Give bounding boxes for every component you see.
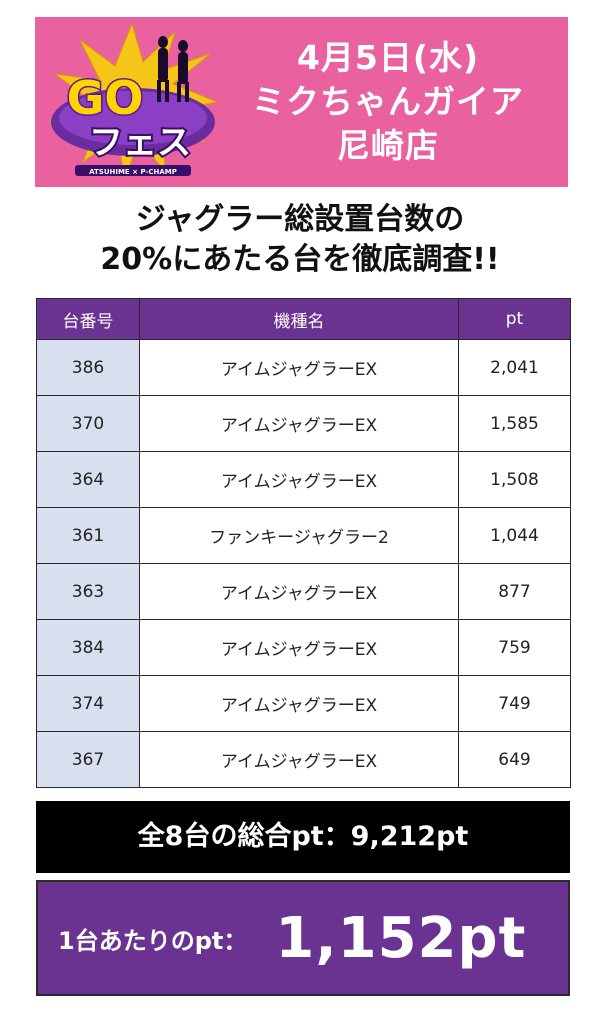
table-row: 386 アイムジャグラーEX 2,041 [36,339,571,396]
logo-tagline: ATSUHIME × P-CHAMP [89,168,177,176]
results-table: 台番号 機種名 pt 386 アイムジャグラーEX 2,041 370 アイムジ… [36,298,571,788]
table-row: 361 ファンキージャグラー2 1,044 [36,507,571,564]
per-machine-banner: 1台あたりのpt： 1,152pt [36,880,570,996]
machine-name-cell: アイムジャグラーEX [139,339,459,396]
pt-cell: 2,041 [458,339,571,396]
headline-line2: 20%にあたる台を徹底調査!! [100,242,500,277]
store-name-line2: 尼崎店 [337,126,439,165]
machine-number-cell: 374 [36,675,140,732]
logo-go-text: GO [67,71,144,125]
pt-cell: 1,585 [458,395,571,452]
go-fes-logo: GO フェス ATSUHIME × P-CHAMP [45,22,220,182]
total-pt-banner: 全8台の総合pt：9,212pt [36,801,570,873]
table-row: 363 アイムジャグラーEX 877 [36,563,571,620]
header-info: 4月5日(水) ミクちゃんガイア 尼崎店 [220,36,556,168]
machine-name-cell: アイムジャグラーEX [139,451,459,508]
machine-number-cell: 361 [36,507,140,564]
table-row: 384 アイムジャグラーEX 759 [36,619,571,676]
table-row: 374 アイムジャグラーEX 749 [36,675,571,732]
pt-cell: 649 [458,731,571,788]
column-header-pt: pt [458,298,571,340]
machine-name-cell: アイムジャグラーEX [139,675,459,732]
store-name-line1: ミクちゃんガイア [252,82,524,121]
machine-name-cell: ファンキージャグラー2 [139,507,459,564]
machine-number-cell: 367 [36,731,140,788]
pt-cell: 1,044 [458,507,571,564]
table-row: 364 アイムジャグラーEX 1,508 [36,451,571,508]
pt-cell: 877 [458,563,571,620]
event-date: 4月5日(水) [296,38,480,77]
machine-number-cell: 363 [36,563,140,620]
machine-number-cell: 386 [36,339,140,396]
headline-line1: ジャグラー総設置台数の [135,202,465,237]
pt-cell: 749 [458,675,571,732]
machine-name-cell: アイムジャグラーEX [139,619,459,676]
machine-number-cell: 364 [36,451,140,508]
machine-name-cell: アイムジャグラーEX [139,395,459,452]
machine-number-cell: 384 [36,619,140,676]
machine-number-cell: 370 [36,395,140,452]
logo-fes-text: フェス [89,123,191,163]
header-banner: GO フェス ATSUHIME × P-CHAMP 4月5日(水) ミクちゃんガ… [35,17,568,187]
per-machine-label: 1台あたりのpt： [58,926,248,955]
machine-name-cell: アイムジャグラーEX [139,563,459,620]
column-header-machine-number: 台番号 [36,298,140,340]
table-row: 370 アイムジャグラーEX 1,585 [36,395,571,452]
per-machine-value: 1,152pt [275,905,527,971]
table-header-row: 台番号 機種名 pt [36,298,571,340]
column-header-machine-name: 機種名 [139,298,459,340]
pt-cell: 1,508 [458,451,571,508]
table-row: 367 アイムジャグラーEX 649 [36,731,571,788]
pt-cell: 759 [458,619,571,676]
machine-name-cell: アイムジャグラーEX [139,731,459,788]
headline: ジャグラー総設置台数の 20%にあたる台を徹底調査!! [0,200,600,280]
